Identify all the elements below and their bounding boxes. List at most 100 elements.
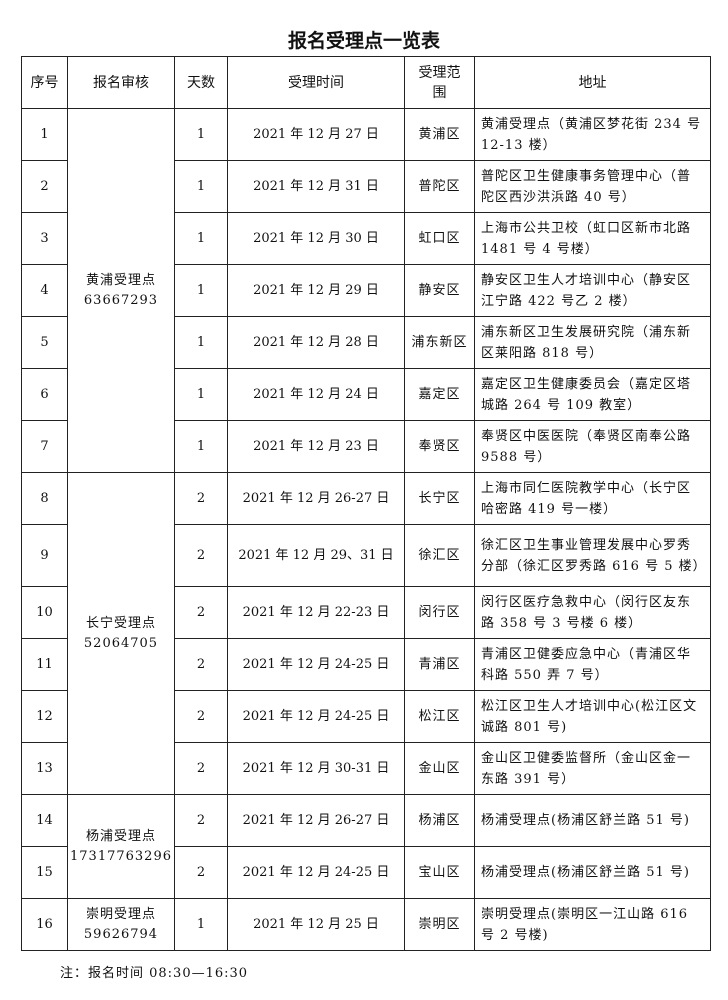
row-time: 2021 年 12 月 23 日	[227, 420, 405, 473]
row-address: 杨浦受理点(杨浦区舒兰路 51 号)	[474, 846, 711, 899]
row-no: 7	[21, 420, 68, 473]
row-time: 2021 年 12 月 24 日	[227, 368, 405, 421]
row-days: 1	[174, 264, 228, 317]
registration-points-table: 序号 报名审核 天数 受理时间 受理范围 地址 1 黄浦受理点 63667293 1 2…	[21, 56, 711, 951]
row-address: 嘉定区卫生健康委员会（嘉定区塔城路 264 号 109 教室）	[474, 368, 711, 421]
row-scope: 虹口区	[404, 212, 475, 265]
header-days: 天数	[174, 56, 228, 109]
header-scope: 受理范围	[404, 56, 475, 109]
row-time: 2021 年 12 月 24-25 日	[227, 690, 405, 743]
row-days: 1	[174, 368, 228, 421]
row-days: 2	[174, 638, 228, 691]
row-time: 2021 年 12 月 31 日	[227, 160, 405, 213]
row-days: 1	[174, 212, 228, 265]
table-row: 12 2 2021 年 12 月 24-25 日松江区 松江区卫生人才培训中心(松江区…	[21, 690, 711, 743]
row-scope: 松江区	[404, 690, 475, 743]
row-days: 2	[174, 586, 228, 639]
row-no: 8	[21, 472, 68, 525]
row-no: 5	[21, 316, 68, 369]
table-row: 2 1 2021 年 12 月 31 日普陀区 普陀区卫生健康事务管理中心（普陀区西沙…	[21, 160, 711, 213]
row-days: 2	[174, 742, 228, 795]
review-point-name: 崇明受理点	[85, 906, 156, 922]
row-scope: 金山区	[404, 742, 475, 795]
row-no: 11	[21, 638, 68, 691]
row-no: 1	[21, 108, 68, 161]
row-address: 静安区卫生人才培训中心（静安区江宁路 422 号乙 2 楼）	[474, 264, 711, 317]
row-scope: 杨浦区	[404, 794, 475, 847]
header-review: 报名审核	[67, 56, 175, 109]
review-point: 杨浦受理点 17317763296	[67, 794, 175, 899]
review-point: 长宁受理点 52064705	[67, 472, 175, 795]
row-days: 1	[174, 898, 228, 951]
row-no: 14	[21, 794, 68, 847]
row-scope: 长宁区	[404, 472, 475, 525]
review-point-phone: 63667293	[83, 292, 159, 308]
table-row: 4 1 2021 年 12 月 29 日静安区 静安区卫生人才培训中心（静安区江宁路 …	[21, 264, 711, 317]
table-header-row: 序号 报名审核 天数 受理时间 受理范围 地址	[21, 56, 711, 109]
row-address: 普陀区卫生健康事务管理中心（普陀区西沙洪浜路 40 号）	[474, 160, 711, 213]
row-days: 1	[174, 108, 228, 161]
row-time: 2021 年 12 月 24-25 日	[227, 638, 405, 691]
row-days: 2	[174, 690, 228, 743]
row-address: 上海市公共卫校（虹口区新市北路 1481 号 4 号楼）	[474, 212, 711, 265]
row-time: 2021 年 12 月 26-27 日	[227, 794, 405, 847]
row-days: 1	[174, 316, 228, 369]
row-scope: 普陀区	[404, 160, 475, 213]
row-address: 黄浦受理点（黄浦区梦花街 234 号 12-13 楼）	[474, 108, 711, 161]
row-address: 徐汇区卫生事业管理发展中心罗秀分部（徐汇区罗秀路 616 号 5 楼）	[474, 524, 711, 587]
row-time: 2021 年 12 月 22-23 日	[227, 586, 405, 639]
row-no: 6	[21, 368, 68, 421]
row-time: 2021 年 12 月 29、31 日	[227, 524, 405, 587]
review-point-name: 黄浦受理点	[85, 272, 156, 288]
row-days: 2	[174, 846, 228, 899]
row-no: 13	[21, 742, 68, 795]
row-address: 杨浦受理点(杨浦区舒兰路 51 号)	[474, 794, 711, 847]
row-address: 闵行区医疗急救中心（闵行区友东路 358 号 3 号楼 6 楼）	[474, 586, 711, 639]
row-time: 2021 年 12 月 25 日	[227, 898, 405, 951]
row-scope: 黄浦区	[404, 108, 475, 161]
header-no: 序号	[21, 56, 68, 109]
row-scope: 奉贤区	[404, 420, 475, 473]
row-days: 2	[174, 472, 228, 525]
row-time: 2021 年 12 月 30 日	[227, 212, 405, 265]
row-scope: 宝山区	[404, 846, 475, 899]
row-days: 2	[174, 794, 228, 847]
table-row: 11 2 2021 年 12 月 24-25 日青浦区 青浦区卫健委应急中心（青浦区华…	[21, 638, 711, 691]
row-days: 1	[174, 160, 228, 213]
table-row: 1 黄浦受理点 63667293 1 2021 年 12 月 27 日黄浦区 黄浦受理点（…	[21, 108, 711, 473]
header-time: 受理时间	[227, 56, 405, 109]
row-scope: 徐汇区	[404, 524, 475, 587]
row-time: 2021 年 12 月 24-25 日	[227, 846, 405, 899]
review-point: 黄浦受理点 63667293	[67, 108, 175, 473]
review-point-phone: 17317763296	[70, 848, 172, 864]
table-row: 15 2 2021 年 12 月 24-25 日宝山区 杨浦受理点(杨浦区舒兰路 51…	[21, 846, 711, 899]
row-time: 2021 年 12 月 27 日	[227, 108, 405, 161]
review-point-name: 杨浦受理点	[85, 828, 156, 844]
row-address: 金山区卫健委监督所（金山区金一东路 391 号）	[474, 742, 711, 795]
row-time: 2021 年 12 月 28 日	[227, 316, 405, 369]
row-time: 2021 年 12 月 30-31 日	[227, 742, 405, 795]
note: 注：报名时间 08:30—16:30	[60, 966, 249, 981]
row-scope: 静安区	[404, 264, 475, 317]
table-row: 8 长宁受理点 52064705 2 2021 年 12 月 26-27 日长宁区 上海市…	[21, 472, 711, 795]
row-address: 奉贤区中医医院（奉贤区南奉公路 9588 号）	[474, 420, 711, 473]
row-days: 2	[174, 524, 228, 587]
review-point-phone: 59626794	[83, 926, 159, 942]
row-scope: 闵行区	[404, 586, 475, 639]
row-days: 1	[174, 420, 228, 473]
row-no: 16	[21, 898, 68, 951]
row-no: 3	[21, 212, 68, 265]
row-address: 松江区卫生人才培训中心(松江区文诚路 801 号)	[474, 690, 711, 743]
table-row: 7 1 2021 年 12 月 23 日奉贤区 奉贤区中医医院（奉贤区南奉公路 958…	[21, 420, 711, 473]
header-address: 地址	[474, 56, 711, 109]
row-time: 2021 年 12 月 26-27 日	[227, 472, 405, 525]
table-row: 9 2 2021 年 12 月 29、31 日徐汇区 徐汇区卫生事业管理发展中心罗秀分…	[21, 524, 711, 587]
table-row: 14 杨浦受理点 17317763296 2 2021 年 12 月 26-27 日杨浦…	[21, 794, 711, 899]
page-title: 报名受理点一览表	[287, 30, 440, 52]
table-row: 3 1 2021 年 12 月 30 日虹口区 上海市公共卫校（虹口区新市北路 148…	[21, 212, 711, 265]
table-row: 13 2 2021 年 12 月 30-31 日金山区 金山区卫健委监督所（金山区金一…	[21, 742, 711, 795]
review-point: 崇明受理点 59626794	[67, 898, 175, 951]
row-address: 浦东新区卫生发展研究院（浦东新区莱阳路 818 号）	[474, 316, 711, 369]
review-point-phone: 52064705	[83, 635, 159, 651]
row-no: 4	[21, 264, 68, 317]
